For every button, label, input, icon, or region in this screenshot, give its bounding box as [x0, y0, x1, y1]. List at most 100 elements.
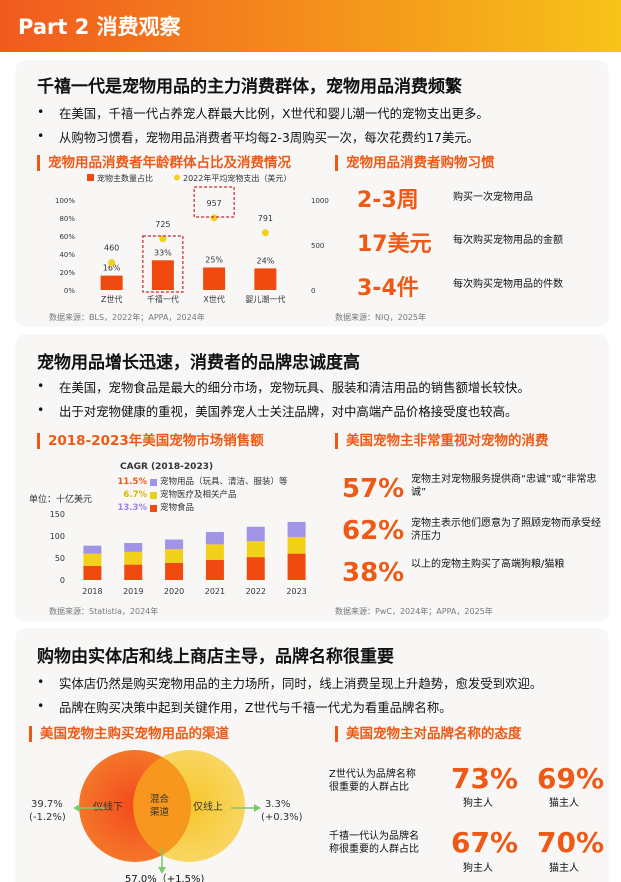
- age-x-tick: Z世代: [101, 294, 122, 304]
- brand-z-cat: 69%: [537, 762, 605, 795]
- market-bar-segment: [124, 543, 143, 552]
- age-chart-source: 数据来源：BLS，2022年；APPA，2024年: [49, 313, 205, 322]
- legend-cagr: 13.3%: [117, 503, 148, 513]
- mixed-overlap: [133, 757, 191, 855]
- age-y2-tick: 500: [311, 242, 324, 250]
- age-y-tick: 80%: [59, 215, 75, 223]
- habits-source: 数据来源：NIQ，2025年: [335, 313, 426, 322]
- legend-name: 宠物用品（玩具、清洁、服装）等: [160, 477, 288, 487]
- highlight-millennial-box: [142, 235, 184, 293]
- brand-z-dog: 73%: [451, 762, 519, 795]
- market-y-tick: 50: [55, 554, 65, 563]
- market-bar-segment: [246, 541, 265, 558]
- market-legend-item: 11.5% 宠物用品（玩具、清洁、服装）等: [117, 476, 337, 489]
- age-y2-tick: 1000: [311, 197, 329, 205]
- age-bar: [203, 267, 226, 290]
- age-bar-label: 33%: [154, 248, 172, 257]
- online-change: (+0.3%): [261, 812, 303, 823]
- age-y-tick: 40%: [59, 251, 75, 259]
- section-1-bullet-2: 从购物习惯看，宠物用品消费者平均每2-3周购买一次，每次花费约17美元。: [37, 128, 479, 146]
- market-bar-segment: [205, 532, 224, 545]
- age-y-tick: 100%: [55, 197, 75, 205]
- brand-m-dog: 67%: [451, 826, 519, 859]
- brand-m-dog-label: 狗主人: [463, 863, 493, 874]
- brand-m-cat: 70%: [537, 826, 605, 859]
- age-bar-label: 16%: [103, 264, 121, 273]
- age-spend-label: 460: [104, 244, 119, 253]
- age-bar: [151, 260, 174, 290]
- legend-share-label: 宠物主数量占比: [97, 173, 153, 183]
- habit-value-2: 17美元: [357, 232, 432, 257]
- header-band: [0, 0, 621, 52]
- legend-swatch: [150, 479, 157, 486]
- section-3-bullet-2: 品牌在购买决策中起到关键作用，Z世代与千禧一代尤为看重品牌名称。: [37, 698, 452, 716]
- age-spend-point: [108, 259, 116, 267]
- habit-value-1: 2-3周: [357, 188, 419, 213]
- section-1-bullet-1: 在美国，千禧一代占养宠人群最大比例，X世代和婴儿潮一代的宠物支出更多。: [37, 104, 489, 122]
- mixed-label-2: 渠道: [150, 806, 170, 818]
- market-x-tick: 2023: [286, 587, 306, 596]
- market-chart-title: 2018-2023年美国宠物市场销售额: [37, 433, 264, 449]
- age-chart-title: 宠物用品消费者年龄群体占比及消费情况: [37, 155, 291, 171]
- brand-label-z-1: Z世代认为品牌名称: [329, 769, 416, 780]
- habit-value-3: 3-4件: [357, 276, 419, 301]
- brand-z-cat-label: 猫主人: [549, 798, 579, 809]
- market-x-tick: 2020: [164, 587, 184, 596]
- legend-spend-label: 2022年平均宠物支出（美元）: [183, 173, 291, 183]
- stat-value-1: 57%: [342, 474, 405, 504]
- age-spend-point: [261, 229, 269, 237]
- section-2-title: 宠物用品增长迅速，消费者的品牌忠诚度高: [37, 353, 360, 373]
- market-x-tick: 2021: [205, 587, 225, 596]
- stat-desc-1: 宠物主对宠物服务提供商“忠诚”或“非常忠诚”: [411, 474, 597, 498]
- brand-label-m-2: 称很重要的人群占比: [329, 844, 419, 855]
- habit-desc-2: 每次购买宠物用品的金额: [453, 235, 563, 246]
- legend-swatch: [150, 505, 157, 512]
- market-sales-chart: 150 100 50 0 2018 2019 2020 2021 2022 2023: [50, 510, 307, 596]
- market-bar-segment: [165, 539, 184, 550]
- habit-desc-3: 每次购买宠物用品的件数: [453, 279, 563, 290]
- legend-cagr: 6.7%: [123, 490, 147, 500]
- legend-name: 宠物医疗及相关产品: [160, 490, 237, 500]
- market-x-tick: 2018: [82, 587, 102, 596]
- market-bar-segment: [124, 564, 143, 580]
- market-legend-item: 6.7% 宠物医疗及相关产品: [117, 489, 337, 502]
- market-bar-segment: [287, 536, 306, 554]
- stat-desc-2: 宠物主表示他们愿意为了照顾宠物而承受经济压力: [411, 518, 601, 542]
- stat-desc-3: 以上的宠物主购买了高端狗粮/猫粮: [411, 559, 565, 570]
- age-bar-label: 24%: [256, 256, 274, 265]
- age-spend-label: 725: [155, 220, 170, 229]
- market-bar-segment: [287, 521, 306, 537]
- market-bar-segment: [165, 562, 184, 580]
- age-y-tick: 60%: [59, 233, 75, 241]
- age-y2-tick: 0: [311, 287, 315, 295]
- market-x-tick: 2019: [123, 587, 143, 596]
- offline-change: (-1.2%): [29, 812, 66, 823]
- age-spend-point: [159, 235, 167, 243]
- offline-pct: 39.7%: [31, 799, 63, 810]
- age-bar: [100, 275, 123, 290]
- brand-label-z-2: 很重要的人群占比: [329, 782, 409, 793]
- market-bar-segment: [205, 544, 224, 560]
- legend-name: 宠物食品: [160, 503, 195, 513]
- section-1-title: 千禧一代是宠物用品的主力消费群体，宠物用品消费频繁: [37, 77, 462, 97]
- loyalty-title: 美国宠物主非常重视对宠物的消费: [335, 433, 549, 449]
- section-3-bullet-1: 实体店仍然是购买宠物用品的主力场所，同时，线上消费呈现上升趋势，愈发受到欢迎。: [37, 674, 542, 692]
- age-y-tick: 0%: [64, 287, 75, 295]
- section-3-title: 购物由实体店和线上商店主导，品牌名称很重要: [37, 647, 394, 667]
- age-bar: [254, 268, 277, 290]
- brand-title: 美国宠物主对品牌名称的态度: [335, 726, 522, 742]
- mixed-arrowhead: [158, 867, 166, 874]
- age-y-tick: 20%: [59, 269, 75, 277]
- age-x-tick: X世代: [203, 294, 224, 304]
- market-legend-item: 13.3% 宠物食品: [117, 502, 337, 515]
- market-bar-segment: [287, 553, 306, 580]
- section-card-1: 千禧一代是宠物用品的主力消费群体，宠物用品消费频繁 在美国，千禧一代占养宠人群最…: [17, 62, 607, 325]
- habits-title: 宠物用品消费者购物习惯: [335, 155, 495, 171]
- section-card-2: 宠物用品增长迅速，消费者的品牌忠诚度高 在美国，宠物食品是最大的细分市场，宠物玩…: [17, 336, 607, 620]
- market-legend: 11.5% 宠物用品（玩具、清洁、服装）等 6.7% 宠物医疗及相关产品 13.3% 宠物…: [117, 476, 337, 515]
- stat-value-3: 38%: [342, 558, 405, 588]
- market-bar-segment: [83, 545, 102, 554]
- mixed-label-1: 混合: [150, 793, 170, 805]
- channel-title: 美国宠物主购买宠物用品的渠道: [29, 726, 229, 742]
- online-arrowhead: [254, 804, 261, 812]
